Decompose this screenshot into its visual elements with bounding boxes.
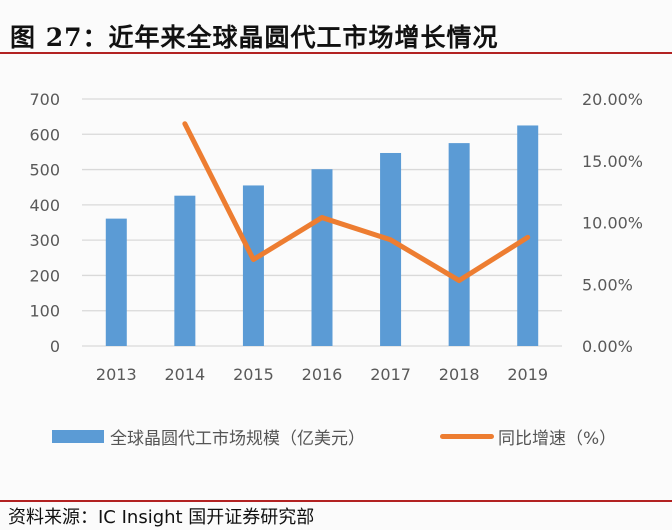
right-axis-tick: 0.00% <box>582 337 633 356</box>
combo-chart: 0 100 200 300 400 500 600 700 0.00% 5.00% 10.00% 15… <box>29 90 643 384</box>
left-axis-tick: 0 <box>50 337 60 356</box>
legend-item-market-size: 全球晶圆代工市场规模（亿美元） <box>52 424 365 449</box>
chart-legend: 全球晶圆代工市场规模（亿美元） 同比增速（%） <box>0 424 672 454</box>
source-note: 资料来源：IC Insight 国开证券研究部 <box>8 507 315 528</box>
legend-label-growth: 同比增速（%） <box>498 429 617 449</box>
footer-rule <box>0 500 672 502</box>
x-axis-tick: 2015 <box>233 365 274 384</box>
bar-2016 <box>311 169 333 346</box>
legend-label-market-size: 全球晶圆代工市场规模（亿美元） <box>110 429 365 449</box>
x-axis-tick: 2019 <box>507 365 548 384</box>
right-axis-tick: 10.00% <box>582 214 643 233</box>
x-axis-tick: 2017 <box>370 365 411 384</box>
x-axis-tick: 2016 <box>302 365 343 384</box>
title-rule <box>0 52 672 54</box>
bar-2015 <box>242 185 264 346</box>
figure-title: 图 27：近年来全球晶圆代工市场增长情况 <box>10 23 499 52</box>
left-axis-tick: 300 <box>29 231 60 250</box>
x-axis-tick: 2013 <box>96 365 137 384</box>
bar-2014 <box>174 195 196 346</box>
right-axis-tick: 15.00% <box>582 152 643 171</box>
left-axis-tick: 100 <box>29 302 60 321</box>
bar-2017 <box>380 152 402 346</box>
bar-2018 <box>448 143 470 346</box>
left-axis-tick: 700 <box>29 90 60 109</box>
x-axis-tick: 2018 <box>439 365 480 384</box>
x-axis-tick: 2014 <box>164 365 205 384</box>
left-axis-tick: 400 <box>29 196 60 215</box>
bar-swatch-icon <box>52 430 104 443</box>
legend-item-growth: 同比增速（%） <box>440 424 616 449</box>
left-axis-tick: 500 <box>29 161 60 180</box>
right-axis-tick: 20.00% <box>582 90 643 109</box>
bar-2013 <box>105 218 127 346</box>
left-axis-tick: 600 <box>29 125 60 144</box>
line-swatch-icon <box>440 434 494 439</box>
right-axis-tick: 5.00% <box>582 275 633 294</box>
growth-line <box>182 121 531 284</box>
left-axis-tick: 200 <box>29 266 60 285</box>
